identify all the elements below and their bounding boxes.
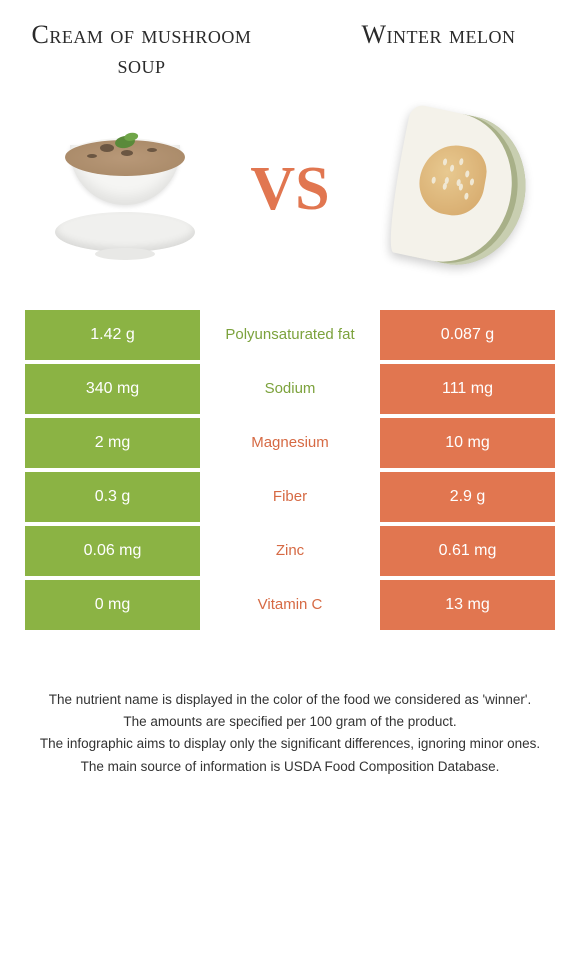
right-value: 111 mg (380, 364, 555, 414)
right-value: 13 mg (380, 580, 555, 630)
nutrient-label: Zinc (200, 526, 380, 576)
right-value: 0.087 g (380, 310, 555, 360)
footer-notes: The nutrient name is displayed in the co… (20, 690, 560, 777)
table-row: 0 mgVitamin C13 mg (25, 580, 555, 630)
nutrient-label: Magnesium (200, 418, 380, 468)
table-row: 2 mgMagnesium10 mg (25, 418, 555, 468)
images-row: VS (20, 95, 560, 285)
left-value: 0.3 g (25, 472, 200, 522)
table-row: 1.42 gPolyunsaturated fat0.087 g (25, 310, 555, 360)
table-row: 0.3 gFiber2.9 g (25, 472, 555, 522)
footer-line: The main source of information is USDA F… (30, 757, 550, 777)
soup-icon (45, 120, 205, 260)
left-value: 2 mg (25, 418, 200, 468)
right-value: 0.61 mg (380, 526, 555, 576)
nutrient-label: Polyunsaturated fat (200, 310, 380, 360)
titles-row: Cream of mushroom soup Winter melon (20, 20, 560, 80)
melon-icon (370, 105, 540, 275)
footer-line: The infographic aims to display only the… (30, 734, 550, 754)
right-value: 10 mg (380, 418, 555, 468)
left-value: 340 mg (25, 364, 200, 414)
table-row: 340 mgSodium111 mg (25, 364, 555, 414)
right-food-title: Winter melon (317, 20, 560, 80)
right-food-image (370, 105, 540, 275)
left-food-title: Cream of mushroom soup (20, 20, 263, 80)
nutrient-label: Sodium (200, 364, 380, 414)
left-value: 0 mg (25, 580, 200, 630)
left-value: 1.42 g (25, 310, 200, 360)
footer-line: The nutrient name is displayed in the co… (30, 690, 550, 710)
left-food-image (40, 105, 210, 275)
nutrient-label: Fiber (200, 472, 380, 522)
vs-label: VS (250, 154, 329, 225)
table-row: 0.06 mgZinc0.61 mg (25, 526, 555, 576)
nutrition-table: 1.42 gPolyunsaturated fat0.087 g340 mgSo… (25, 310, 555, 630)
right-value: 2.9 g (380, 472, 555, 522)
footer-line: The amounts are specified per 100 gram o… (30, 712, 550, 732)
left-value: 0.06 mg (25, 526, 200, 576)
nutrient-label: Vitamin C (200, 580, 380, 630)
